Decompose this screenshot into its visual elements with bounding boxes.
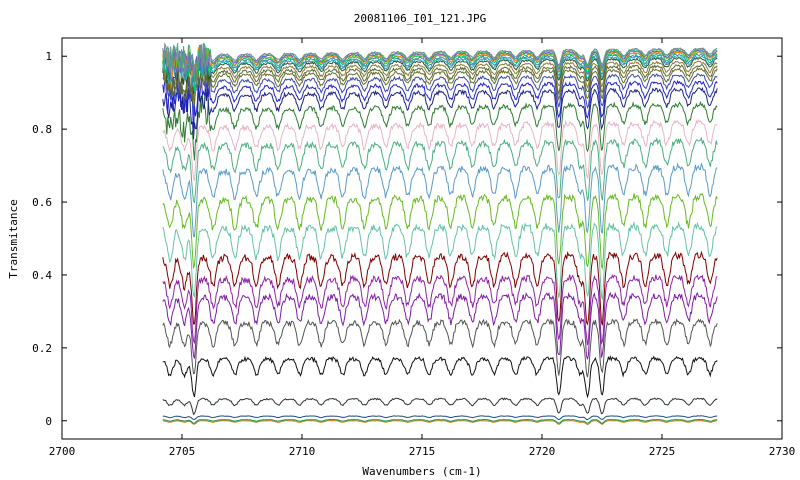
series-line-14 (162, 95, 718, 161)
series-line-16 (162, 76, 718, 137)
y-tick-label: 0 (45, 415, 52, 428)
series-line-1 (162, 418, 718, 424)
plot-frame (61, 37, 783, 440)
series-line-2 (162, 415, 718, 421)
y-tick-label: 0.4 (32, 269, 52, 282)
y-axis-label: Transmitance (7, 199, 20, 278)
x-tick-label: 2705 (169, 445, 196, 458)
series-line-28 (162, 42, 718, 75)
x-tick-label: 2700 (49, 445, 76, 458)
x-tick-label: 2710 (289, 445, 316, 458)
series-line-10 (162, 192, 718, 270)
series-line-23 (162, 49, 718, 93)
series-line-21 (162, 51, 718, 95)
series-line-6 (162, 291, 718, 360)
series-line-8 (162, 250, 718, 326)
series-line-0 (162, 420, 718, 426)
series-line-12 (162, 136, 718, 204)
x-tick-label: 2715 (409, 445, 436, 458)
series-line-22 (162, 49, 718, 92)
x-tick-label: 2725 (649, 445, 676, 458)
series-line-13 (162, 118, 718, 181)
x-tick-label: 2730 (769, 445, 796, 458)
series-line-25 (162, 46, 718, 85)
x-axis-label: Wavenumbers (cm-1) (362, 465, 481, 478)
series-line-9 (162, 220, 718, 301)
x-tick-label: 2720 (529, 445, 556, 458)
series-line-15 (162, 84, 718, 140)
series-line-5 (162, 318, 718, 378)
series-line-11 (162, 162, 718, 238)
series-line-7 (162, 274, 718, 346)
series-line-19 (162, 60, 718, 103)
series-line-20 (162, 54, 718, 99)
series-line-3 (162, 397, 718, 416)
chart-title: 20081106_I01_121.JPG (354, 12, 486, 25)
series-line-26 (162, 44, 718, 83)
series-line-17 (162, 66, 718, 116)
y-tick-label: 1 (45, 50, 52, 63)
y-axis: 0 0.2 0.4 0.6 0.8 1 (32, 50, 782, 428)
x-axis: 2700 2705 2710 2715 2720 2725 2730 (49, 38, 796, 458)
series-line-18 (162, 64, 718, 106)
y-tick-label: 0.8 (32, 123, 52, 136)
y-tick-label: 0.6 (32, 196, 52, 209)
series-layer (162, 42, 718, 426)
y-tick-label: 0.2 (32, 342, 52, 355)
series-line-4 (162, 354, 718, 399)
